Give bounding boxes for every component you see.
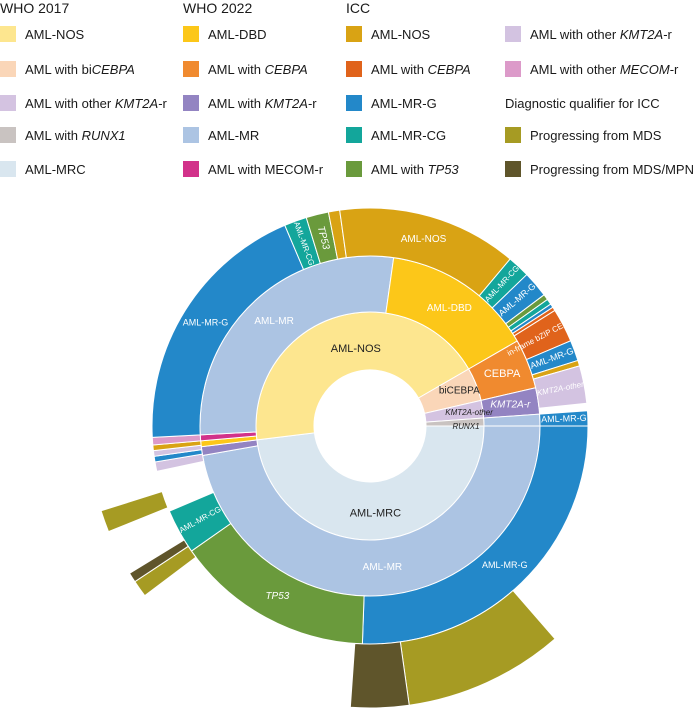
ring-3 (100, 490, 556, 709)
legend-title-icc: ICC (346, 0, 371, 16)
legend-label: Diagnostic qualifier for ICC (505, 95, 660, 111)
legend-item-who2022-2: AML with KMT2A-r (183, 92, 317, 114)
legend-item-icc2-2: Diagnostic qualifier for ICC (505, 92, 660, 114)
legend-swatch (0, 127, 16, 143)
legend-label: AML-MR (208, 127, 260, 143)
legend-swatch (0, 95, 16, 111)
segment-label: AML-DBD (427, 303, 472, 314)
legend-label: AML-MR-G (371, 95, 437, 111)
legend-item-icc2-0: AML with other KMT2A-r (505, 23, 672, 45)
segment-label: AML-MR-G (482, 560, 528, 570)
legend-swatch (346, 127, 362, 143)
legend-label: AML-DBD (208, 26, 267, 42)
legend-title-who2022: WHO 2022 (183, 0, 253, 16)
ring-2-segment-25 (539, 410, 589, 427)
legend-item-icc-0: AML-NOS (346, 23, 430, 45)
legend-label: AML-NOS (25, 26, 85, 42)
legend-item-icc2-3: Progressing from MDS (505, 124, 661, 146)
legend-label: AML-MR-CG (371, 127, 447, 143)
sunburst-chart: AML-MRC AML-NOS biCEBPA KMT2A-other RUNX1 AML… (100, 207, 589, 709)
legend-swatch (346, 61, 362, 77)
ring-2-segment-2 (168, 491, 232, 552)
legend-swatch (0, 161, 16, 177)
legend-label: AML with TP53 (371, 161, 459, 177)
segment-label: KMT2A-r (490, 400, 531, 411)
legend-label: AML with KMT2A-r (208, 95, 317, 111)
segment-label: AML-MR-G (183, 318, 229, 328)
ring-3-segment-2 (349, 641, 410, 709)
legend-label: AML with biCEBPA (25, 61, 135, 77)
legend-item-who2017-2: AML with other KMT2A-r (0, 92, 167, 114)
legend-label: AML with MECOM-r (208, 161, 324, 177)
legend-item-who2022-0: AML-DBD (183, 23, 267, 45)
segment-label: AML-MR (254, 316, 293, 327)
ring-2 (151, 207, 589, 645)
segment-label: TP53 (265, 591, 289, 602)
legend-title-who2017: WHO 2017 (0, 0, 70, 16)
legend-swatch (0, 26, 16, 42)
legend-label: AML with other KMT2A-r (25, 95, 167, 111)
ring-3-segment-7 (100, 490, 169, 533)
legend-item-icc-4: AML with TP53 (346, 158, 459, 180)
legend-label: AML with other MECOM-r (530, 61, 679, 77)
legend-item-icc-2: AML-MR-G (346, 92, 437, 114)
legend-item-who2022-1: AML with CEBPA (183, 58, 308, 80)
legend-item-icc-1: AML with CEBPA (346, 58, 471, 80)
legend-label: AML-MRC (25, 161, 86, 177)
segment-label: AML-NOS (401, 234, 447, 245)
ring-3-segment-5 (128, 539, 189, 583)
ring-2-segment-23 (532, 365, 588, 409)
ring-1 (199, 255, 541, 597)
legend-item-who2022-3: AML-MR (183, 124, 259, 146)
legend-item-who2017-4: AML-MRC (0, 158, 86, 180)
legend-swatch (183, 26, 199, 42)
segment-label: CEBPA (484, 368, 521, 380)
legend-label: Progressing from MDS (530, 127, 662, 143)
legend-item-who2017-0: AML-NOS (0, 23, 84, 45)
legend-swatch (505, 61, 521, 77)
segment-label: AML-MR-G (541, 413, 587, 425)
legend-label: AML with other KMT2A-r (530, 26, 672, 42)
legend-swatch (0, 61, 16, 77)
legend-item-icc2-1: AML with other MECOM-r (505, 58, 678, 80)
legend-swatch (183, 161, 199, 177)
legend-swatch (505, 127, 521, 143)
legend-swatch (346, 95, 362, 111)
legend-swatch (183, 127, 199, 143)
legend-label: AML with CEBPA (208, 61, 308, 77)
legend-item-icc-3: AML-MR-CG (346, 124, 446, 146)
segment-label: AML-NOS (331, 343, 381, 355)
legend-swatch (183, 61, 199, 77)
legend-swatch (505, 26, 521, 42)
legend-item-who2022-4: AML with MECOM-r (183, 158, 323, 180)
legend-swatch (183, 95, 199, 111)
legend-swatch (505, 161, 521, 177)
segment-label: AML-MR (363, 562, 402, 573)
legend-swatch (346, 26, 362, 42)
legend-label: AML with CEBPA (371, 61, 471, 77)
legend-item-who2017-1: AML with biCEBPA (0, 58, 135, 80)
legend-item-who2017-3: AML with RUNX1 (0, 124, 126, 146)
segment-label: KMT2A-other (445, 408, 493, 417)
legend-label: Progressing from MDS/MPN (530, 161, 694, 177)
segment-label: RUNX1 (452, 422, 479, 431)
legend-label: AML with RUNX1 (25, 127, 126, 143)
segment-label: AML-MRC (350, 508, 401, 520)
legend-item-icc2-4: Progressing from MDS/MPN (505, 158, 694, 180)
legend-label: AML-NOS (371, 26, 431, 42)
legend-swatch (346, 161, 362, 177)
segment-label: biCEBPA (439, 385, 480, 396)
